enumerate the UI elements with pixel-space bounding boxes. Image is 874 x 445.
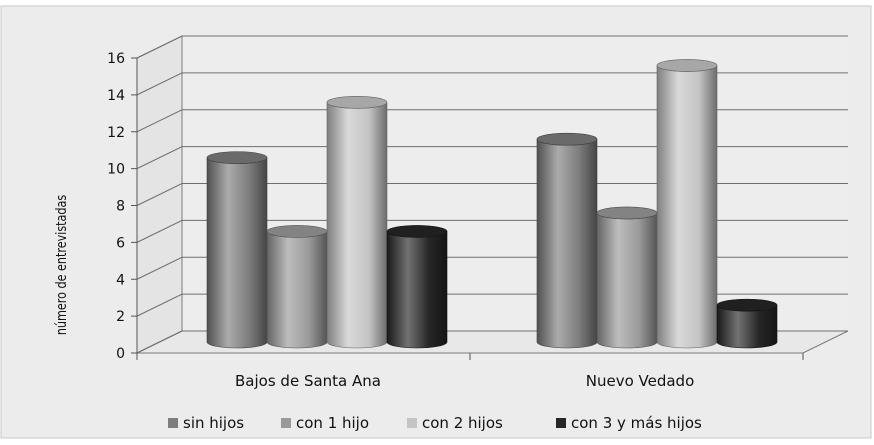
bar-top — [266, 225, 328, 238]
legend-item: con 1 hijo — [281, 414, 369, 432]
bar — [656, 59, 718, 349]
legend-item: con 2 hijos — [407, 414, 503, 432]
bar — [716, 298, 778, 349]
legend-label: con 1 hijo — [296, 414, 369, 432]
bar — [536, 132, 598, 349]
y-tick-label: 10 — [107, 162, 125, 178]
x-tick-label: Nuevo Vedado — [586, 372, 695, 390]
bar-body — [656, 65, 718, 349]
bar-body — [596, 212, 658, 349]
gridline — [136, 109, 848, 133]
y-tick-label: 16 — [107, 51, 125, 67]
bar-top — [716, 298, 778, 312]
y-axis-title: número de entrevistadas — [53, 195, 70, 335]
legend-swatch — [168, 418, 178, 428]
bar-top — [596, 206, 658, 220]
bar — [266, 225, 328, 349]
bar — [206, 151, 268, 349]
bar-top — [536, 132, 598, 146]
gridline — [136, 183, 848, 206]
gridline — [136, 72, 848, 96]
x-axis: Bajos de Santa Ana Nuevo Vedado — [136, 353, 804, 390]
legend-label: con 3 y más hijos — [571, 414, 702, 432]
y-tick-label: 12 — [107, 125, 125, 141]
bars — [206, 59, 778, 349]
y-tick-label: 2 — [116, 309, 125, 325]
bar-body — [266, 231, 328, 349]
y-tick-label: 14 — [107, 88, 125, 104]
bar-body — [326, 102, 388, 349]
y-tick-label: 6 — [116, 235, 125, 251]
y-tick-label: 8 — [116, 199, 125, 215]
y-axis: 0 2 4 6 8 10 12 14 16 — [107, 51, 138, 362]
legend-swatch — [281, 418, 291, 428]
bar-body — [206, 157, 268, 349]
gridline — [136, 146, 848, 170]
y-tick-label: 4 — [116, 272, 125, 288]
legend-swatch — [556, 418, 566, 428]
y-tick-label: 0 — [116, 346, 125, 362]
bar — [596, 206, 658, 349]
legend-swatch — [407, 418, 417, 428]
legend-item: sin hijos — [168, 414, 244, 432]
legend-item: con 3 y más hijos — [556, 414, 702, 432]
legend: sin hijos con 1 hijo con 2 hijos con 3 y má… — [168, 414, 702, 432]
gridline — [136, 35, 848, 59]
x-tick-label: Bajos de Santa Ana — [235, 372, 381, 390]
bar — [386, 225, 448, 349]
bar-body — [536, 139, 598, 349]
legend-label: sin hijos — [183, 414, 244, 432]
bar-top — [206, 151, 268, 164]
bar-top — [326, 96, 388, 109]
legend-label: con 2 hijos — [422, 414, 503, 432]
bar-body — [716, 305, 778, 349]
bar-top — [656, 59, 718, 72]
bar-top — [386, 225, 448, 238]
bar-body — [386, 231, 448, 349]
bar — [326, 96, 388, 349]
